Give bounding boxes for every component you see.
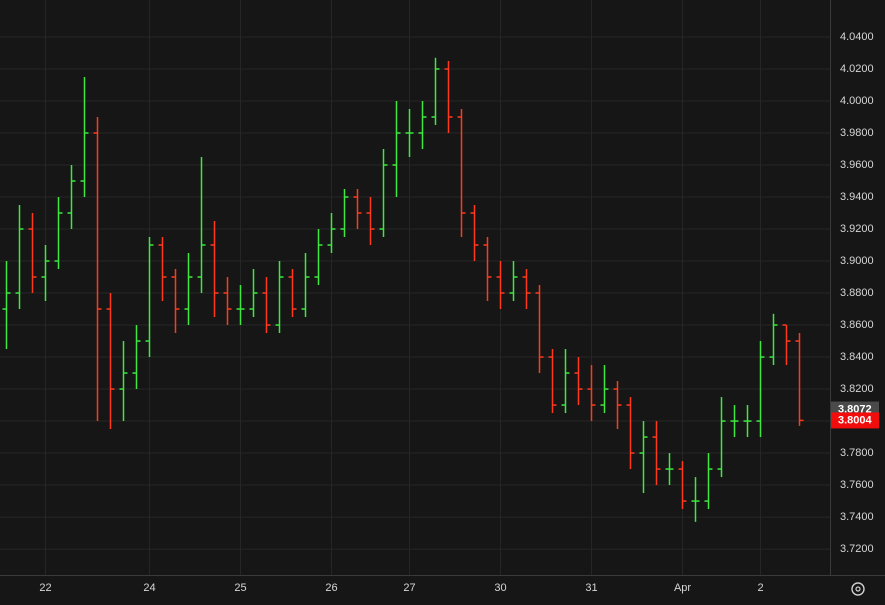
grid: [0, 0, 830, 575]
y-tick-label: 3.9600: [840, 159, 874, 171]
y-tick-label: 3.7600: [840, 479, 874, 491]
gear-icon: [851, 582, 865, 596]
y-tick-label: 3.8600: [840, 319, 874, 331]
price-marker-label: 3.8004: [838, 414, 873, 426]
y-tick-label: 4.0200: [840, 63, 874, 75]
x-tick-label: 25: [234, 582, 246, 594]
y-tick-label: 3.8800: [840, 287, 874, 299]
y-tick-label: 3.9400: [840, 191, 874, 203]
x-tick-label: 22: [39, 582, 51, 594]
x-tick-label: 2: [757, 582, 763, 594]
y-tick-label: 4.0400: [840, 31, 874, 43]
x-tick-label: 27: [403, 582, 415, 594]
x-tick-label: Apr: [674, 582, 691, 594]
y-tick-label: 3.9800: [840, 127, 874, 139]
y-tick-label: 3.7200: [840, 543, 874, 555]
y-tick-label: 3.8200: [840, 383, 874, 395]
x-tick-label: 31: [585, 582, 597, 594]
x-tick-label: 26: [325, 582, 337, 594]
y-tick-label: 4.0000: [840, 95, 874, 107]
y-tick-label: 3.9000: [840, 255, 874, 267]
y-tick-label: 3.8400: [840, 351, 874, 363]
x-tick-label: 30: [494, 582, 506, 594]
x-tick-label: 24: [143, 582, 155, 594]
gear-hub: [855, 586, 861, 592]
y-tick-label: 3.7800: [840, 447, 874, 459]
y-tick-label: 3.7400: [840, 511, 874, 523]
price-marker: [831, 412, 879, 429]
y-tick-label: 3.9200: [840, 223, 874, 235]
settings-button[interactable]: [851, 582, 865, 596]
